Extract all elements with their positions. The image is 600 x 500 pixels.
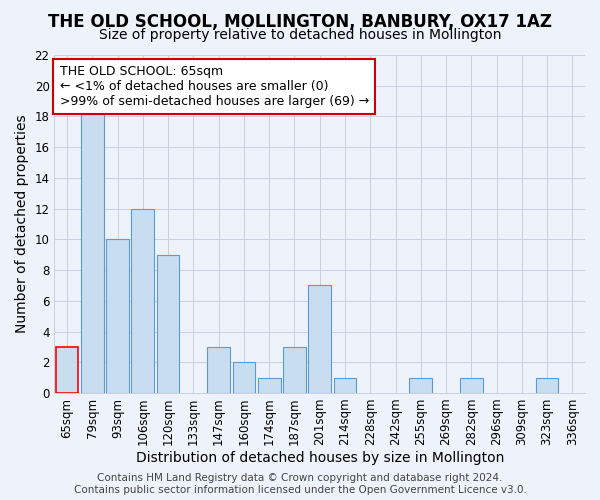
Bar: [157, 254, 179, 393]
Y-axis label: Number of detached properties: Number of detached properties: [15, 114, 29, 334]
Bar: [131, 208, 154, 393]
Text: Size of property relative to detached houses in Mollington: Size of property relative to detached ho…: [99, 28, 501, 42]
Bar: [106, 240, 129, 393]
Text: THE OLD SCHOOL: 65sqm
← <1% of detached houses are smaller (0)
>99% of semi-deta: THE OLD SCHOOL: 65sqm ← <1% of detached …: [60, 65, 369, 108]
Bar: [258, 378, 281, 393]
Bar: [536, 378, 559, 393]
Bar: [460, 378, 482, 393]
Bar: [207, 347, 230, 393]
Bar: [56, 347, 79, 393]
Bar: [233, 362, 255, 393]
Bar: [308, 286, 331, 393]
Bar: [81, 101, 104, 393]
Bar: [334, 378, 356, 393]
Bar: [283, 347, 306, 393]
Text: THE OLD SCHOOL, MOLLINGTON, BANBURY, OX17 1AZ: THE OLD SCHOOL, MOLLINGTON, BANBURY, OX1…: [48, 12, 552, 30]
Text: Contains HM Land Registry data © Crown copyright and database right 2024.
Contai: Contains HM Land Registry data © Crown c…: [74, 474, 526, 495]
X-axis label: Distribution of detached houses by size in Mollington: Distribution of detached houses by size …: [136, 451, 504, 465]
Bar: [409, 378, 432, 393]
